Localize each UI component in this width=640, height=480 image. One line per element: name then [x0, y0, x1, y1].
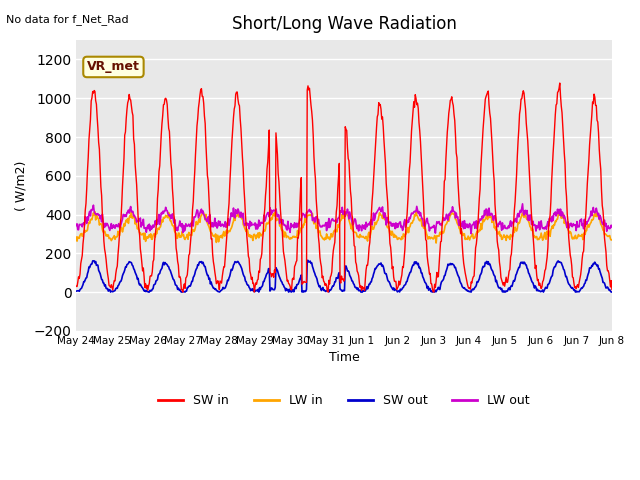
Text: No data for f_Net_Rad: No data for f_Net_Rad	[6, 14, 129, 25]
Y-axis label: ( W/m2): ( W/m2)	[15, 160, 28, 211]
Legend: SW in, LW in, SW out, LW out: SW in, LW in, SW out, LW out	[153, 389, 535, 412]
Text: VR_met: VR_met	[87, 60, 140, 73]
Title: Short/Long Wave Radiation: Short/Long Wave Radiation	[232, 15, 456, 33]
X-axis label: Time: Time	[329, 351, 360, 364]
